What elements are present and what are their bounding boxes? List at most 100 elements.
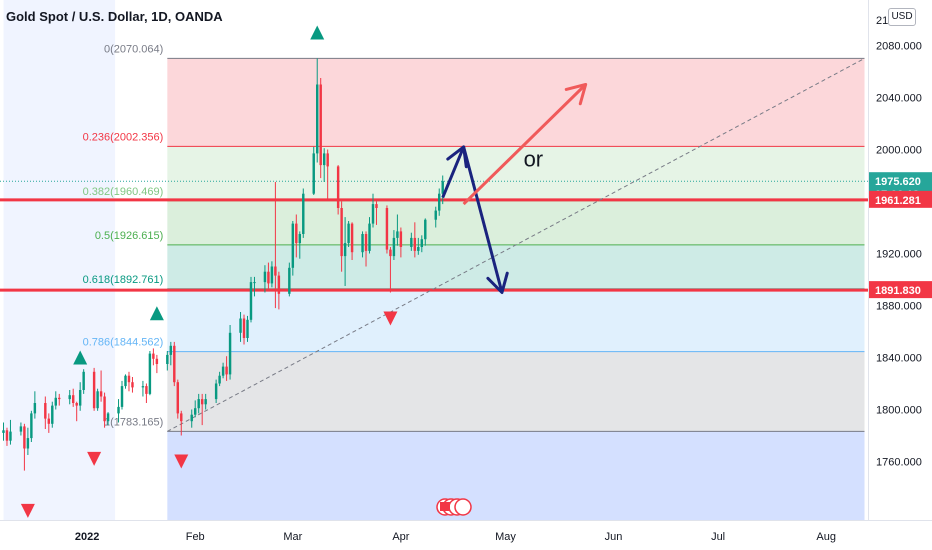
candle-body	[2, 430, 5, 433]
candle	[410, 232, 413, 251]
price-tick-label: 1760.000	[876, 457, 922, 469]
candle-body	[75, 403, 78, 406]
candle-body	[78, 390, 82, 406]
candle	[200, 393, 204, 426]
candle	[26, 427, 30, 455]
candle	[166, 351, 169, 371]
trend-line	[167, 57, 865, 432]
candle-body	[413, 237, 417, 251]
price-tick-label: 1840.000	[876, 353, 922, 365]
candle-body	[152, 353, 155, 359]
candle	[263, 265, 267, 293]
fib-label-0.786: 0.786(1844.562)	[83, 337, 164, 349]
candle-body	[120, 386, 124, 407]
candle	[343, 217, 347, 286]
candle	[23, 423, 26, 471]
candle-body	[23, 426, 26, 449]
candle	[103, 392, 106, 428]
candle-body	[173, 345, 176, 383]
price-tick-label: 1880.000	[876, 301, 922, 313]
candle-body	[396, 231, 399, 238]
candle-body	[399, 231, 403, 247]
candle-body	[92, 371, 96, 409]
candle	[347, 221, 350, 247]
candle-body	[58, 397, 61, 400]
time-tick-label: May	[495, 531, 516, 543]
candle	[389, 247, 392, 293]
candle-body	[166, 354, 169, 364]
time-tick-label: 2022	[75, 531, 99, 543]
candle	[127, 371, 131, 392]
candle	[106, 412, 110, 426]
chart-title: Gold Spot / U.S. Dollar, 1D, OANDA	[6, 9, 223, 24]
candle	[295, 214, 298, 258]
candle-body	[288, 267, 291, 294]
candle	[239, 312, 242, 342]
candle-body	[361, 234, 364, 253]
candle	[5, 427, 9, 446]
last-price-tag-text: 1975.620	[875, 176, 921, 188]
candle-body	[417, 247, 420, 251]
fib-label-1: 1(1783.165)	[104, 416, 163, 428]
fib-zone-6	[167, 431, 865, 520]
price-tag-1: 1891.830	[869, 281, 932, 299]
candle-body	[277, 275, 281, 294]
currency-button[interactable]: USD	[888, 8, 916, 26]
fib-zone-4	[167, 288, 865, 352]
candle-body	[312, 153, 315, 194]
candle-body	[124, 375, 127, 387]
candle	[385, 205, 389, 254]
candle-body	[26, 438, 30, 449]
fib-zone-5	[167, 351, 865, 432]
candle	[424, 218, 427, 246]
marker-down-arrow	[87, 451, 102, 466]
price-tick-label: 2000.000	[876, 145, 922, 157]
candle-body	[103, 396, 106, 422]
candle	[350, 222, 354, 260]
candle-body	[368, 223, 371, 251]
candle	[322, 148, 326, 182]
shaded-range	[3, 0, 116, 520]
fib-label-0: 0(2070.064)	[104, 43, 163, 55]
plot-area: 0(2070.064) 0.236(2002.356) 0.382(1960.469…	[0, 0, 868, 520]
candle-body	[302, 193, 305, 234]
candle	[124, 374, 127, 389]
candle-body	[145, 386, 148, 394]
candle-body	[82, 371, 85, 390]
candle-body	[249, 282, 253, 320]
marker-down-arrow	[174, 454, 189, 469]
candle	[364, 231, 368, 267]
candle	[274, 182, 277, 309]
candle-body	[336, 166, 340, 208]
candle	[155, 354, 159, 374]
candle	[434, 206, 437, 228]
candle-body	[298, 234, 302, 244]
fib-label-0.382: 0.382(1960.469)	[83, 186, 164, 198]
candle	[302, 188, 305, 238]
candle-body	[347, 223, 350, 244]
time-tick-label: Jun	[605, 531, 623, 543]
candle-body	[200, 399, 204, 405]
candle	[336, 165, 340, 215]
candle	[190, 409, 193, 428]
price-tag-1-bg	[869, 281, 932, 299]
candle	[117, 399, 120, 423]
candle-body	[263, 271, 267, 283]
candle-body	[204, 399, 207, 405]
candle-body	[47, 418, 51, 424]
candle-body	[190, 414, 193, 422]
candle-body	[96, 391, 99, 409]
marker-up-arrow	[310, 25, 325, 40]
candle-body	[316, 84, 319, 154]
candle	[193, 400, 197, 418]
candle-body	[176, 382, 180, 414]
candle-body	[420, 239, 424, 247]
candle-body	[9, 431, 12, 441]
candle	[392, 230, 396, 260]
candle-body	[155, 358, 159, 364]
candle-body	[434, 210, 437, 220]
candle-body	[141, 386, 145, 388]
drawn-arrow-1	[462, 83, 587, 206]
